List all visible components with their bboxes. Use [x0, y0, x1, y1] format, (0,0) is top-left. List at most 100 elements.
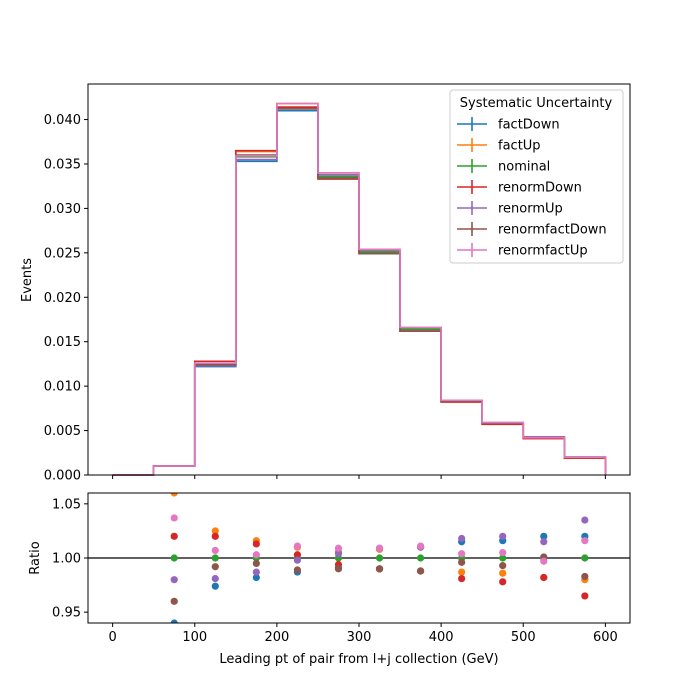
ratio-point-renormUp — [170, 576, 178, 584]
ratio-point-renormfactDown — [252, 559, 260, 568]
ratio-point-renormDown — [293, 551, 302, 559]
ratio-point-renormfactDown — [334, 565, 343, 573]
main-plot-panel: 0.000 0.005 0.010 0.015 0.020 0.025 0.030 0.035… — [20, 83, 631, 484]
x-tick-label: 100 — [182, 630, 207, 645]
ratio-point-renormfactUp — [375, 544, 384, 552]
ratio-point-renormfactUp — [499, 548, 507, 557]
legend-label: renormUp — [498, 202, 563, 217]
legend-item-renormUp: renormUp — [457, 201, 563, 217]
main-y-tick-label: 0.035 — [44, 157, 81, 172]
ratio-point-renormDown — [540, 573, 548, 582]
legend: Systematic Uncertainty factDown factUp nom… — [449, 89, 624, 264]
ratio-point-renormDown — [581, 592, 589, 600]
x-tick-label: 0 — [108, 630, 116, 645]
ratio-point-factUp — [458, 568, 466, 576]
ratio-point-nominal — [375, 554, 384, 562]
ratio-point-renormfactUp — [211, 546, 219, 555]
ratio-point-factUp — [211, 527, 219, 535]
ratio-point-renormfactDown — [375, 565, 384, 573]
ratio-point-renormUp — [252, 568, 260, 576]
legend-label: nominal — [498, 160, 550, 175]
ratio-point-renormfactDown — [581, 572, 589, 581]
ratio-point-renormfactUp — [293, 542, 302, 550]
legend-item-factDown: factDown — [457, 117, 560, 133]
x-axis-label: Leading pt of pair from l+j collection (… — [219, 652, 498, 667]
ratio-point-renormfactDown — [458, 558, 466, 566]
ratio-point-nominal — [499, 554, 507, 562]
ratio-point-renormDown — [499, 578, 507, 586]
ratio-point-renormfactUp — [581, 537, 589, 545]
main-histogram-lines — [112, 102, 607, 476]
ratio-point-factUp — [170, 493, 178, 497]
ratio-point-factUp — [499, 569, 507, 577]
ratio-point-nominal — [581, 554, 589, 562]
legend-entries: factDown factUp nominal renormDown renormUp r… — [457, 117, 607, 259]
x-tick-label: 200 — [264, 630, 289, 645]
ratio-point-renormUp — [293, 556, 302, 564]
ratio-point-renormDown — [252, 540, 260, 548]
ratio-point-factDown — [211, 582, 219, 590]
ratio-point-renormDown — [211, 532, 219, 540]
legend-item-renormDown: renormDown — [457, 180, 582, 196]
ratio-point-renormDown — [170, 532, 178, 540]
ratio-point-factDown — [170, 619, 178, 623]
main-y-tick-label: 0.025 — [44, 246, 81, 261]
ratio-point-renormUp — [540, 538, 548, 546]
ratio-y-tick-label: 1.05 — [52, 497, 81, 512]
ratio-y-ticks: 0.95 1.00 1.05 — [52, 497, 88, 621]
ratio-point-renormfactDown — [499, 561, 507, 570]
ratio-point-renormfactDown — [416, 567, 425, 575]
legend-item-factUp: factUp — [457, 138, 541, 154]
ratio-point-renormUp — [499, 532, 507, 540]
ratio-point-nominal — [170, 554, 178, 562]
ratio-point-nominal — [211, 554, 219, 562]
legend-item-renormfactDown: renormfactDown — [457, 222, 607, 238]
ratio-points — [170, 493, 589, 623]
legend-label: renormfactDown — [498, 223, 607, 238]
main-y-tick-label: 0.010 — [44, 380, 81, 395]
legend-label: factUp — [498, 139, 541, 154]
ratio-point-renormfactUp — [540, 557, 548, 565]
ratio-y-axis-label: Ratio — [28, 541, 43, 574]
ratio-point-renormfactDown — [170, 597, 178, 605]
ratio-point-factDown — [540, 532, 548, 540]
ratio-point-renormfactUp — [252, 551, 260, 559]
ratio-point-renormDown — [458, 574, 466, 583]
x-tick-label: 400 — [429, 630, 454, 645]
ratio-point-factDown — [252, 573, 260, 582]
x-tick-label: 600 — [593, 630, 618, 645]
main-y-tick-label: 0.020 — [44, 291, 81, 306]
ratio-point-renormUp — [334, 550, 343, 558]
legend-label: renormfactUp — [498, 244, 588, 259]
main-x-ticks — [112, 475, 606, 479]
x-tick-label: 300 — [347, 630, 372, 645]
ratio-point-renormfactDown — [293, 566, 302, 574]
ratio-point-renormfactUp — [170, 514, 178, 522]
main-y-ticks: 0.000 0.005 0.010 0.015 0.020 0.025 0.030 0.035… — [44, 113, 88, 484]
ratio-point-renormfactUp — [458, 550, 466, 558]
main-y-tick-label: 0.000 — [44, 469, 81, 484]
ratio-point-nominal — [416, 554, 425, 562]
legend-item-renormfactUp: renormfactUp — [457, 243, 588, 259]
legend-label: renormDown — [498, 181, 582, 196]
legend-item-nominal: nominal — [457, 159, 550, 175]
legend-title: Systematic Uncertainty — [460, 96, 613, 111]
ratio-point-renormfactUp — [334, 544, 343, 552]
x-tick-label: 500 — [511, 630, 536, 645]
main-y-axis-label: Events — [20, 258, 35, 302]
ratio-point-renormUp — [211, 574, 219, 583]
ratio-point-renormfactDown — [211, 563, 219, 571]
ratio-point-renormUp — [458, 534, 466, 543]
ratio-point-renormfactUp — [416, 542, 425, 550]
ratio-plot-panel: 0 100 200 300 400 500 600 0.95 1.00 1.05 Ratio L… — [28, 492, 631, 667]
ratio-y-tick-label: 1.00 — [52, 552, 81, 567]
ratio-point-renormUp — [581, 516, 589, 524]
main-y-tick-label: 0.040 — [44, 113, 81, 128]
series-line-renormfactUp — [112, 102, 607, 476]
legend-label: factDown — [498, 118, 560, 133]
main-y-tick-label: 0.030 — [44, 202, 81, 217]
ratio-y-tick-label: 0.95 — [52, 606, 81, 621]
ratio-x-ticks: 0 100 200 300 400 500 600 — [108, 623, 618, 645]
main-y-tick-label: 0.015 — [44, 335, 81, 350]
